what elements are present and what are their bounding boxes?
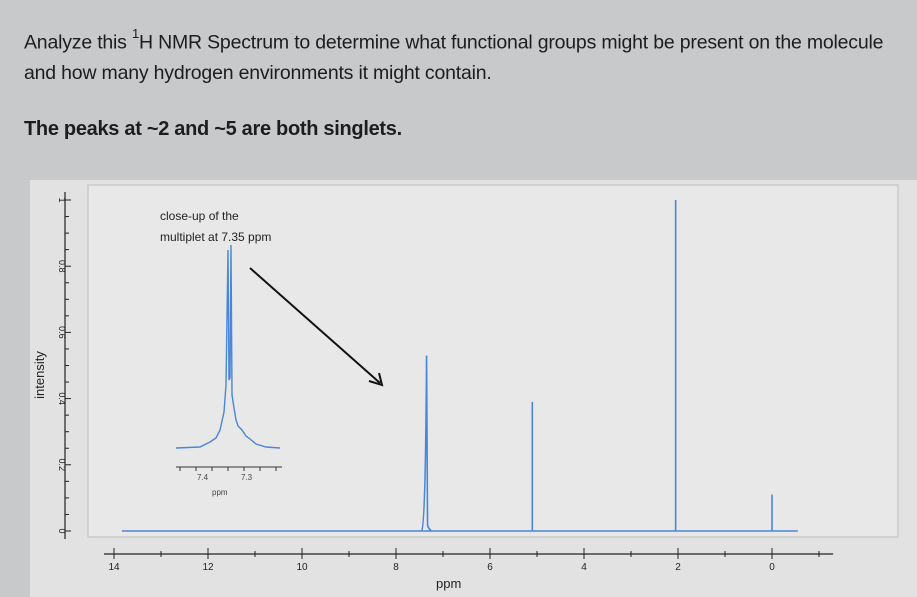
inset-tick-label-1: 7.4 bbox=[197, 473, 209, 482]
inset-tick-label-2: 7.3 bbox=[241, 473, 253, 482]
inset-xlabel: ppm bbox=[212, 488, 228, 497]
y-tick-label: 0.6 bbox=[57, 326, 67, 339]
y-tick-label: 0 bbox=[57, 528, 67, 533]
x-axis-title: ppm bbox=[436, 576, 461, 591]
y-tick-label: 0.8 bbox=[57, 260, 67, 273]
multiplet-inset: 7.4 7.3 ppm bbox=[175, 244, 282, 497]
x-axis: 14 12 10 8 6 4 2 0 bbox=[104, 548, 834, 573]
y-tick-label: 0.2 bbox=[57, 459, 67, 472]
nmr-spectrum-figure: 0 0.2 0.4 0.6 0.8 1 14 12 10 8 6 4 2 0 7.4 7.3 ppm c… bbox=[30, 180, 917, 597]
arrow-line bbox=[249, 267, 381, 384]
inset-trace bbox=[175, 244, 281, 449]
callout-arrow bbox=[249, 267, 384, 387]
callout-line-1: close-up of the bbox=[160, 209, 239, 223]
plot-frame bbox=[87, 184, 899, 538]
x-tick-label: 0 bbox=[769, 562, 775, 573]
y-axis-title: intensity bbox=[32, 351, 47, 399]
question-superscript: 1 bbox=[131, 26, 139, 41]
arrow-head bbox=[368, 372, 384, 387]
x-tick-label: 10 bbox=[296, 562, 308, 573]
x-tick-label: 12 bbox=[202, 562, 214, 573]
x-tick-label: 4 bbox=[581, 562, 587, 573]
y-tick-label: 0.4 bbox=[57, 392, 67, 405]
nmr-spectrum-chart: 0 0.2 0.4 0.6 0.8 1 14 12 10 8 6 4 2 0 7.4 7.3 ppm c… bbox=[32, 184, 899, 591]
singlets-note: The peaks at ~2 and ~5 are both singlets… bbox=[24, 118, 402, 140]
x-tick-label: 14 bbox=[108, 562, 120, 573]
question-text: Analyze this 1H NMR Spectrum to determin… bbox=[24, 22, 909, 88]
y-axis: 0 0.2 0.4 0.6 0.8 1 bbox=[57, 192, 71, 539]
spectrum-peaks bbox=[122, 200, 798, 532]
x-tick-label: 6 bbox=[487, 562, 493, 573]
question-prefix: Analyze this bbox=[24, 31, 132, 54]
y-tick-label: 1 bbox=[57, 197, 67, 202]
x-tick-label: 8 bbox=[393, 562, 399, 573]
peak-multiplet bbox=[420, 355, 433, 532]
callout-line-2: multiplet at 7.35 ppm bbox=[160, 230, 271, 244]
x-tick-label: 2 bbox=[675, 562, 681, 573]
question-rest: H NMR Spectrum to determine what functio… bbox=[24, 31, 884, 84]
